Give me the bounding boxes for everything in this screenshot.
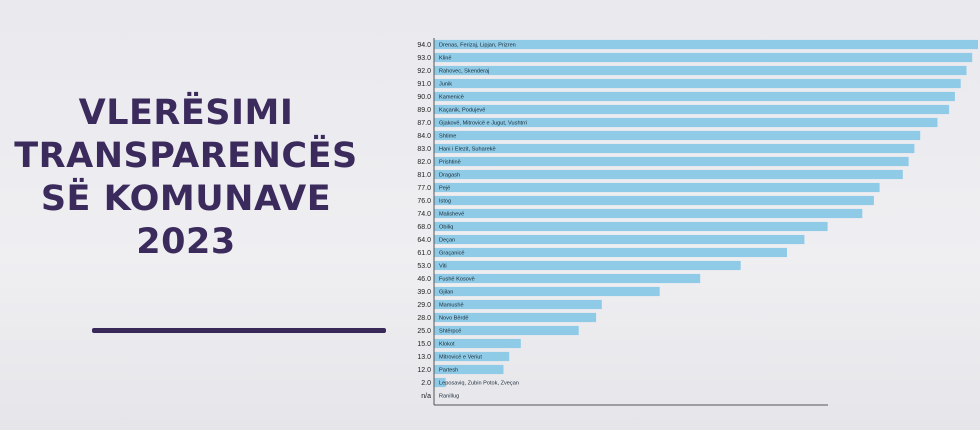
value-label: 74.0 [417, 211, 431, 218]
category-label: Malishevë [439, 212, 464, 218]
title-underline [92, 328, 386, 333]
bar [434, 221, 828, 232]
bar [434, 52, 973, 63]
title-line-3: SË KOMUNAVE [40, 179, 332, 219]
title-line-1: VLERËSIMI [78, 93, 294, 133]
bar [434, 273, 701, 284]
bar [434, 364, 504, 375]
title-line-4: 2023 [136, 222, 236, 262]
title-line-2: TRANSPARENCËS [14, 136, 358, 176]
value-label: n/a [421, 393, 431, 400]
category-label: Pejë [439, 186, 450, 192]
value-label: 83.0 [417, 146, 431, 153]
bar [434, 338, 521, 349]
value-label: 68.0 [417, 224, 431, 231]
value-label: 29.0 [417, 302, 431, 309]
value-label: 25.0 [417, 328, 431, 335]
bar [434, 299, 602, 310]
category-label: Shtërpcë [439, 329, 461, 335]
category-label: Junik [439, 82, 452, 88]
category-label: Rahovec, Skenderaj [439, 69, 489, 75]
bar [434, 234, 805, 245]
value-label: 89.0 [417, 107, 431, 114]
bar [434, 65, 967, 76]
value-label: 53.0 [417, 263, 431, 270]
category-label: Prishtinë [439, 160, 461, 166]
category-label: Obiliq [439, 225, 453, 231]
category-label: Klinë [439, 56, 451, 62]
bar [434, 39, 978, 50]
category-label: Novo Bërdë [439, 316, 469, 322]
value-label: 76.0 [417, 198, 431, 205]
value-label: 13.0 [417, 354, 431, 361]
value-label: 77.0 [417, 185, 431, 192]
category-label: Kaçanik, Podujevë [439, 108, 485, 114]
value-label: 94.0 [417, 42, 431, 49]
value-label: 15.0 [417, 341, 431, 348]
bar [434, 117, 938, 128]
category-label: Gjakovë, Mitrovicë e Jugut, Vushtrri [439, 121, 527, 127]
bar [434, 195, 874, 206]
slide-title: VLERËSIMI TRANSPARENCËS SË KOMUNAVE 2023 [0, 92, 372, 264]
category-label: Drenas, Ferizaj, Lipjan, Prizren [439, 43, 516, 49]
bar [434, 312, 597, 323]
value-label: 46.0 [417, 276, 431, 283]
category-label: Fushë Kosovë [439, 277, 475, 283]
category-label: Klokot [439, 342, 455, 348]
value-label: 84.0 [417, 133, 431, 140]
value-label: 93.0 [417, 55, 431, 62]
value-label: 61.0 [417, 250, 431, 257]
bar [434, 208, 863, 219]
value-label: 2.0 [421, 380, 431, 387]
category-label: Shtime [439, 134, 456, 140]
category-label: Leposaviq, Zubin Potok, Zveçan [439, 381, 519, 387]
category-label: Ranillug [439, 394, 459, 400]
category-label: Hani i Elezit, Suharekë [439, 147, 496, 153]
bar [434, 104, 950, 115]
bar [434, 130, 921, 141]
value-label: 92.0 [417, 68, 431, 75]
value-label: 87.0 [417, 120, 431, 127]
bar [434, 377, 446, 388]
value-label: 82.0 [417, 159, 431, 166]
bar [434, 286, 660, 297]
category-label: Partesh [439, 368, 458, 374]
bar [434, 78, 961, 89]
value-label: 64.0 [417, 237, 431, 244]
category-label: Dragash [439, 173, 460, 179]
category-label: Istog [439, 199, 451, 205]
bar [434, 247, 787, 258]
bar [434, 325, 579, 336]
category-label: Gjilan [439, 290, 453, 296]
bar [434, 91, 955, 102]
category-label: Graçanicë [439, 251, 465, 257]
value-label: 90.0 [417, 94, 431, 101]
category-label: Mitrovicë e Veriut [439, 355, 482, 361]
bar [434, 169, 903, 180]
value-label: 91.0 [417, 81, 431, 88]
value-label: 28.0 [417, 315, 431, 322]
category-label: Viti [439, 264, 447, 270]
category-label: Mamushë [439, 303, 464, 309]
bar [434, 182, 880, 193]
bar [434, 260, 741, 271]
bar [434, 156, 909, 167]
value-label: 81.0 [417, 172, 431, 179]
category-label: Kamenicë [439, 95, 464, 101]
bar [434, 351, 510, 362]
value-label: 12.0 [417, 367, 431, 374]
category-label: Deçan [439, 238, 455, 244]
bar [434, 143, 915, 154]
value-label: 39.0 [417, 289, 431, 296]
